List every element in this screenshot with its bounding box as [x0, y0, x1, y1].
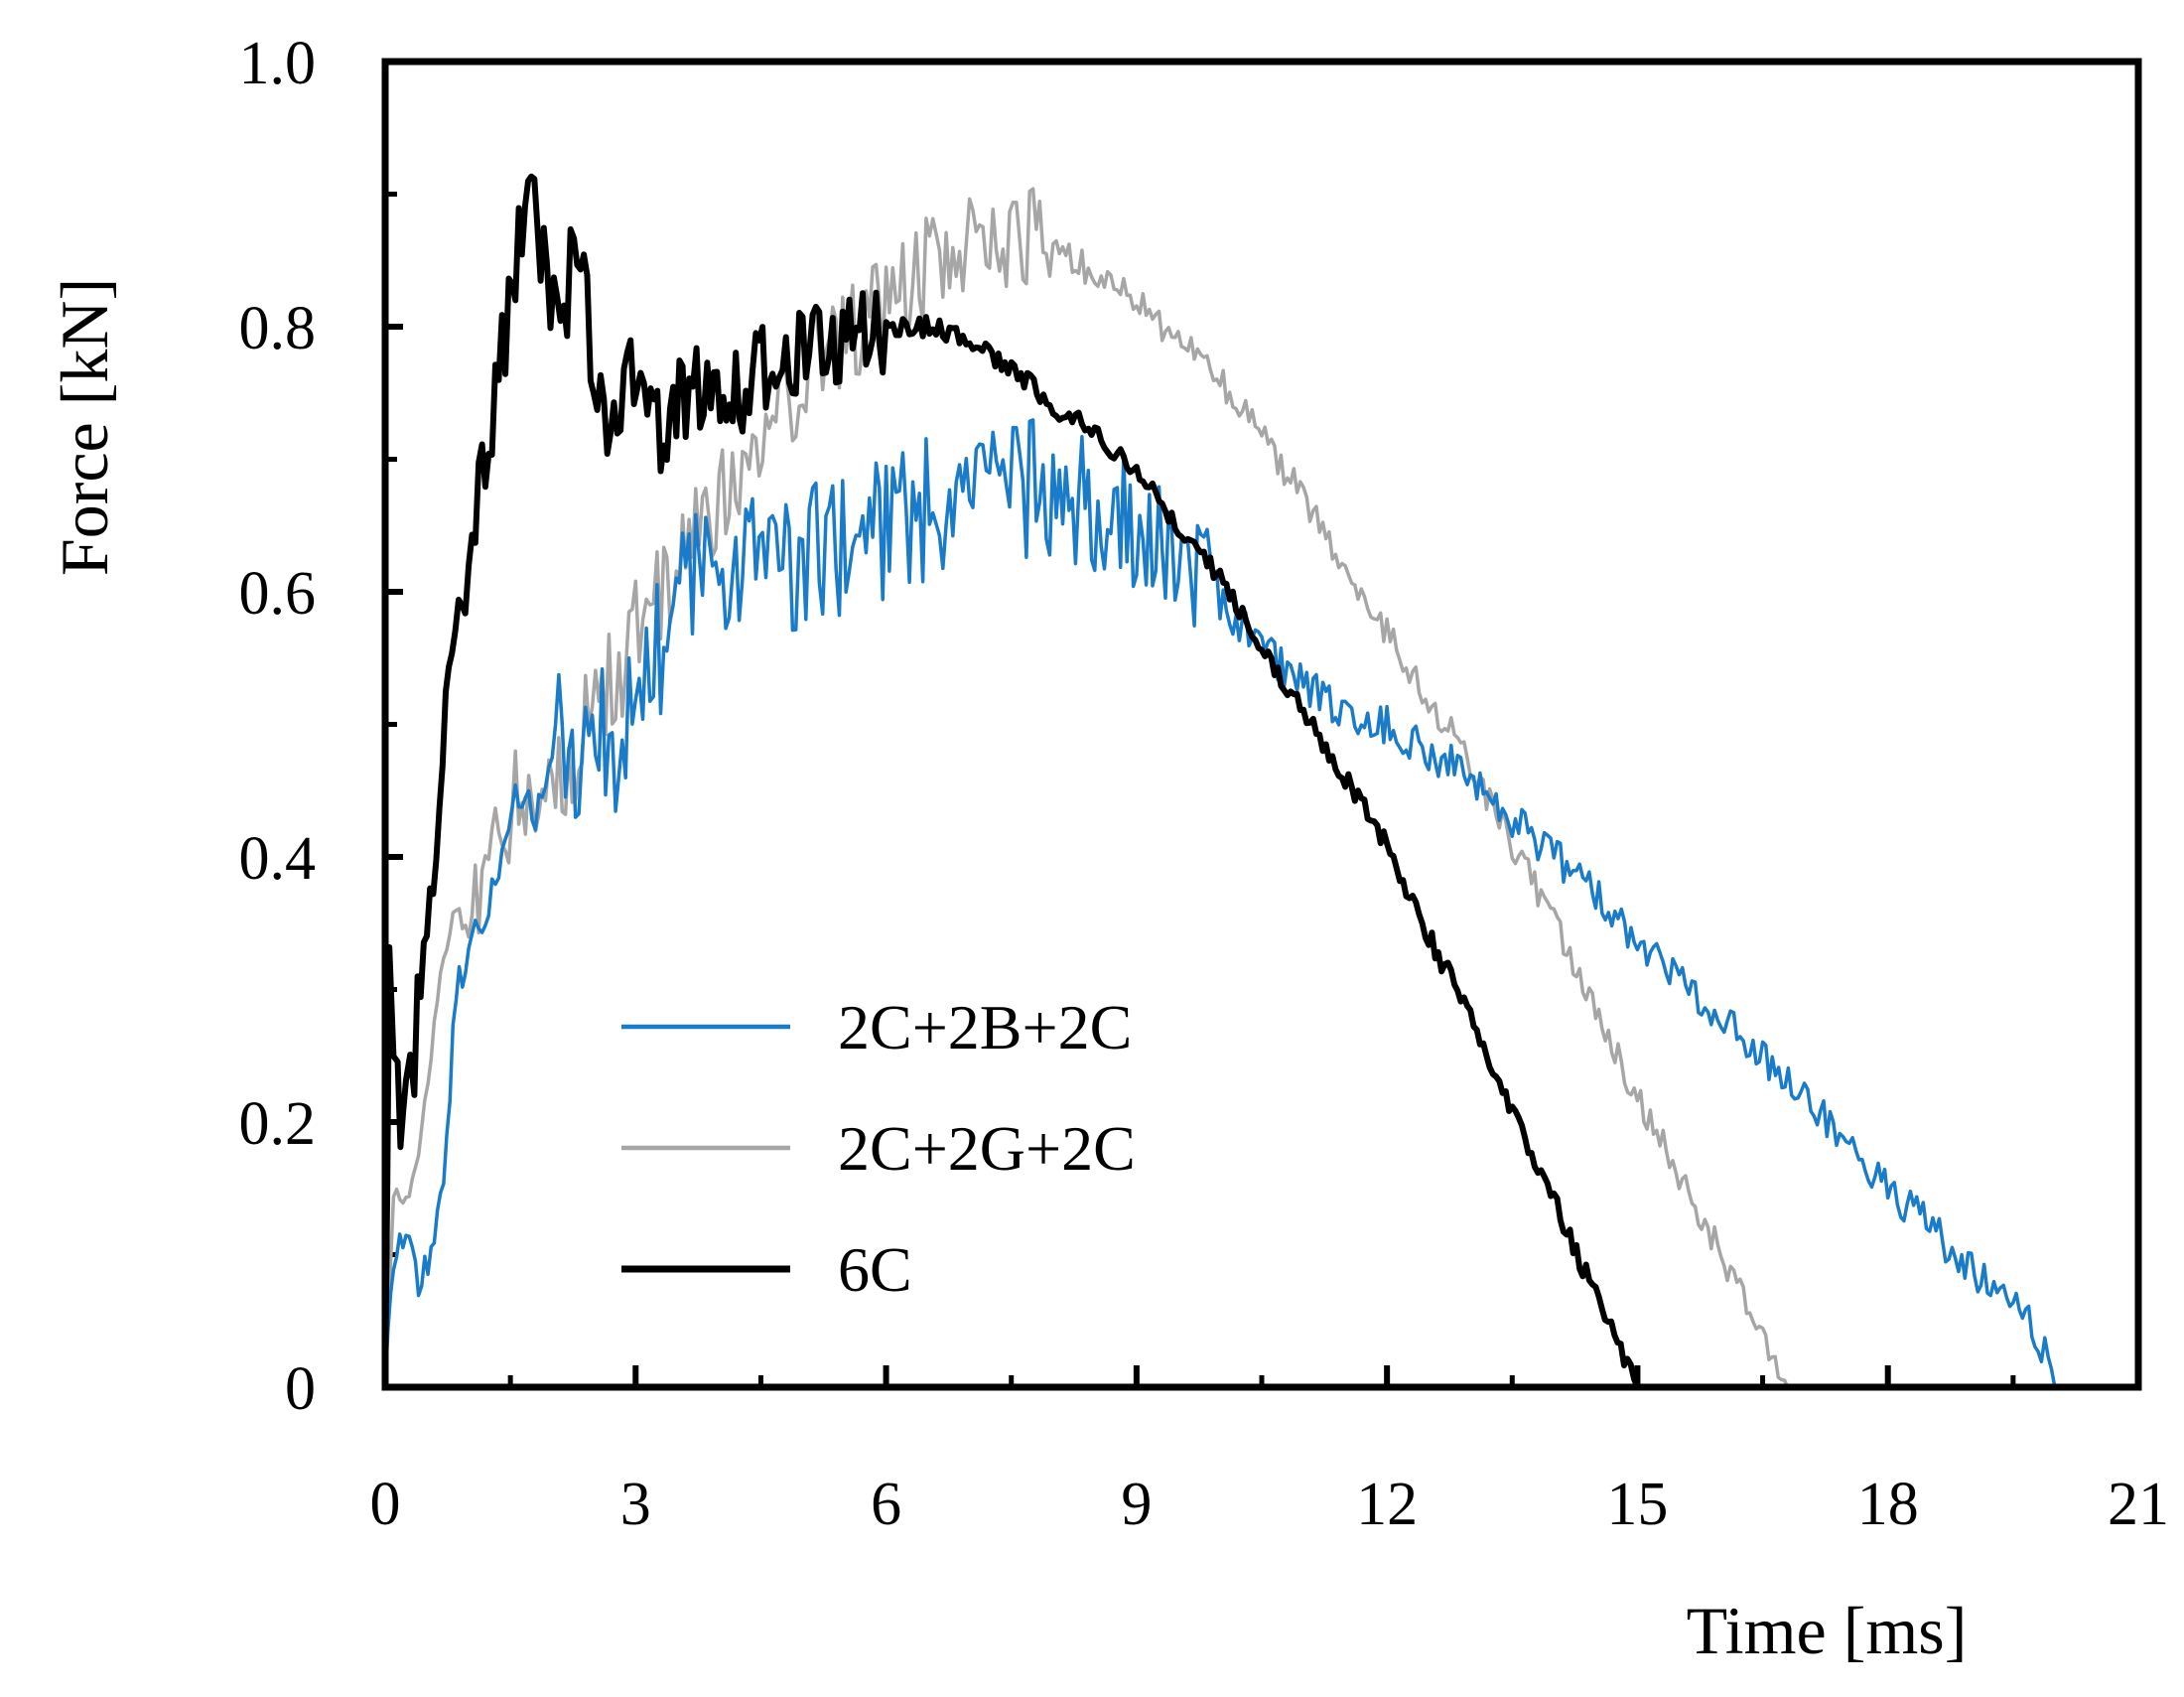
x-tick-label: 12	[1356, 1471, 1418, 1538]
legend-label: 2C+2G+2C	[838, 1113, 1136, 1184]
y-tick-label: 0.4	[239, 825, 317, 893]
y-tick-label: 0.8	[239, 295, 317, 362]
x-tick-label: 15	[1606, 1471, 1668, 1538]
x-tick-label: 18	[1857, 1471, 1919, 1538]
x-tick-label: 3	[620, 1471, 651, 1538]
series-group	[382, 173, 2057, 1389]
tick-labels: 0 3 6 9 12 15 18 21 0 0.2 0.4 0.6 0.8 1.0	[239, 30, 2170, 1538]
x-tick-label: 6	[871, 1471, 901, 1538]
legend: 2C+2B+2C 2C+2G+2C 6C	[621, 992, 1136, 1305]
legend-label: 6C	[838, 1234, 912, 1305]
y-tick-label: 1.0	[239, 30, 317, 97]
x-tick-label: 0	[370, 1471, 401, 1538]
plot-frame	[381, 58, 2142, 1391]
y-axis-title: Force [kN]	[47, 278, 122, 576]
y-tick-label: 0.6	[239, 560, 317, 628]
series-line-6c	[382, 173, 1641, 1389]
legend-label: 2C+2B+2C	[838, 992, 1132, 1062]
y-tick-label: 0.2	[239, 1090, 317, 1158]
series-line-2c-2g-2c	[383, 187, 1790, 1388]
x-tick-label: 21	[2108, 1471, 2169, 1538]
x-tick-label: 9	[1121, 1471, 1152, 1538]
x-axis-title: Time [ms]	[1687, 1593, 1968, 1668]
y-tick-label: 0	[285, 1355, 316, 1423]
series-line-2c-2b-2c	[383, 418, 2057, 1388]
axis-ticks	[382, 59, 2141, 1390]
